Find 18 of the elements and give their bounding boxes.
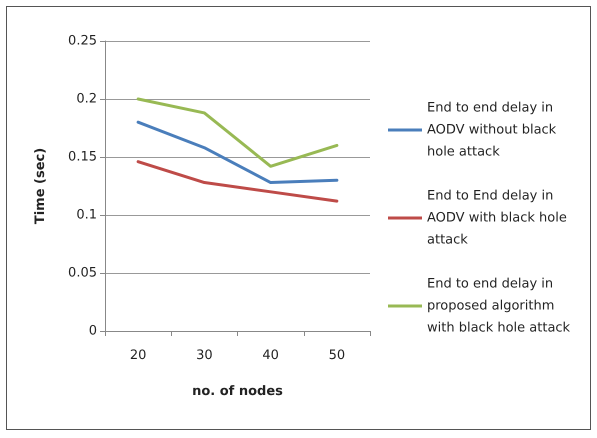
y-tick-label: 0.15 (68, 150, 97, 164)
x-tick-label: 40 (262, 348, 279, 363)
legend-label: End to End delay in AODV with black hole attack (427, 188, 571, 248)
x-tick-label: 20 (130, 348, 146, 363)
y-tick-label: 0.1 (76, 208, 97, 222)
legend-label: End to end delay in AODV without black hole attack (427, 100, 560, 160)
line-series (136, 160, 338, 203)
y-tick-label: 0.25 (68, 34, 97, 48)
x-tick-label: 30 (196, 348, 213, 363)
line-series (136, 120, 338, 184)
legend-label: End to end delay in proposed algorithm with black hole attack (427, 276, 571, 336)
y-tick-label: 0 (88, 324, 97, 338)
y-tick-label: 0.2 (76, 92, 97, 106)
y-axis-title: Time (sec) (33, 148, 48, 224)
x-tick-label: 50 (328, 348, 346, 363)
line-series (136, 98, 338, 168)
x-axis-title: no. of nodes (192, 384, 284, 399)
y-tick-label: 0.05 (68, 266, 97, 280)
